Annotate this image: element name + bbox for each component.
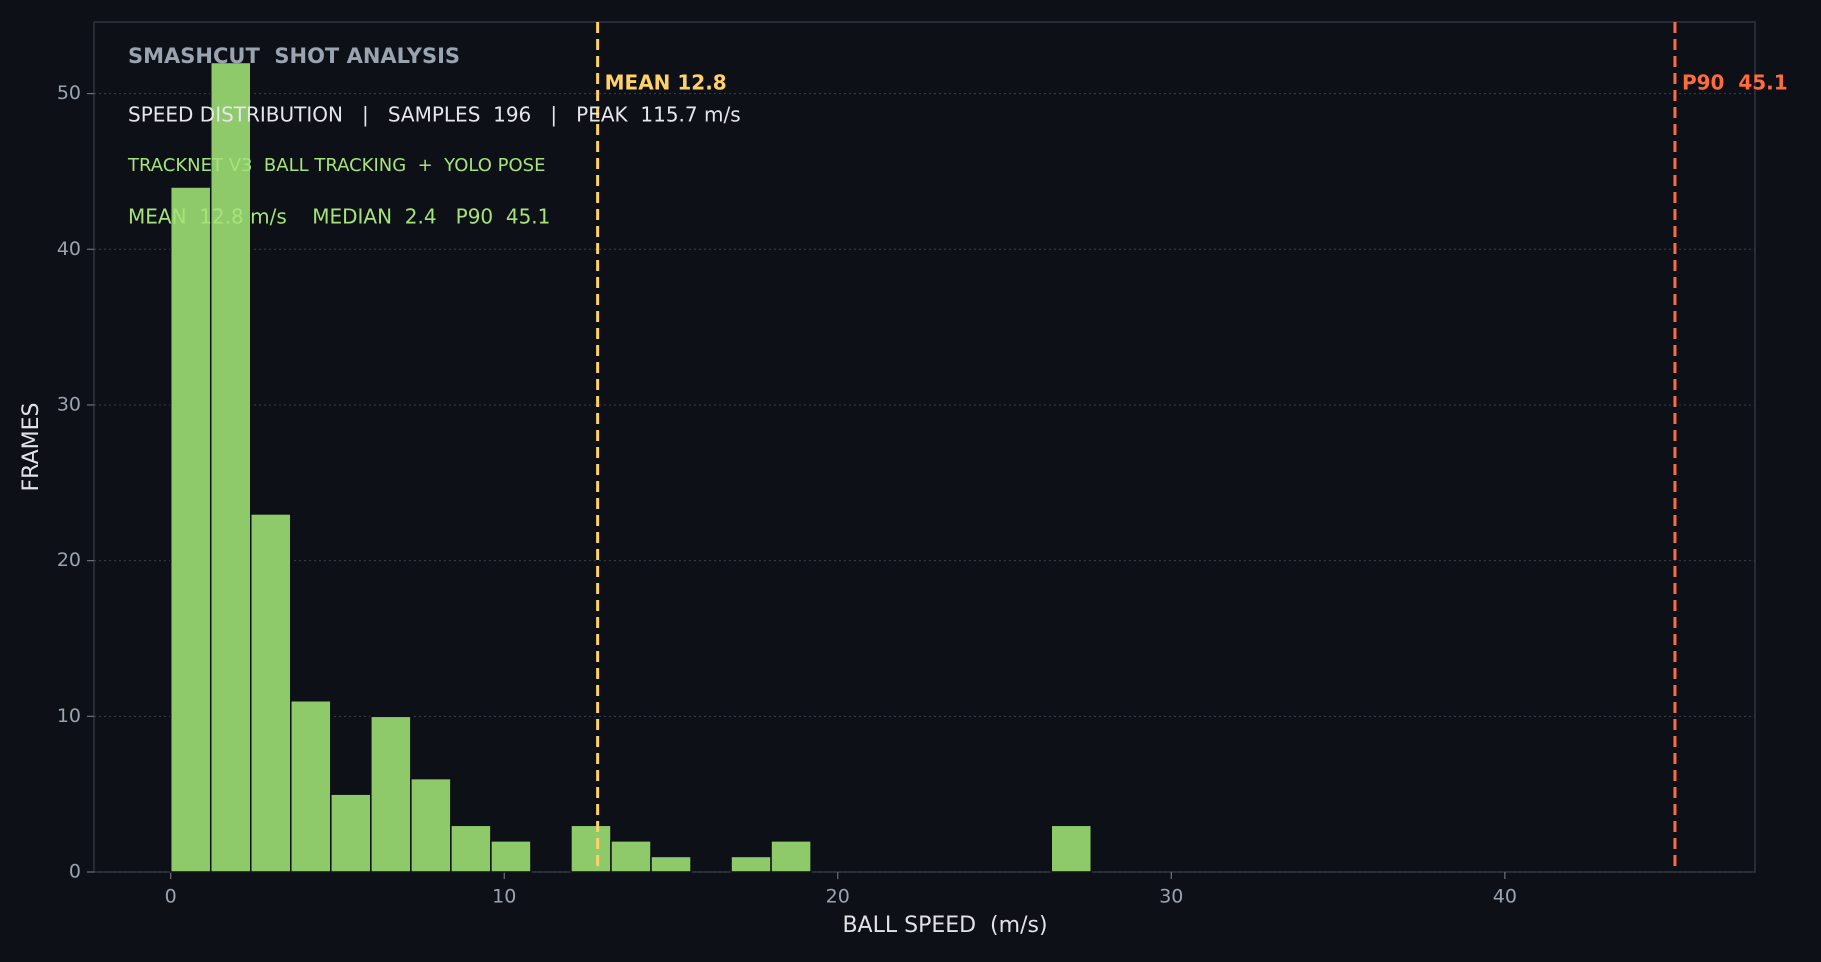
- bar: [770, 840, 812, 873]
- bar: [370, 715, 412, 873]
- bar: [169, 186, 212, 873]
- y-tick-label: 30: [57, 393, 81, 415]
- subtitle: SPEED DISTRIBUTION | SAMPLES 196 | PEAK …: [128, 103, 741, 127]
- x-axis-label: BALL SPEED (m/s): [842, 913, 1047, 938]
- bar: [410, 777, 452, 873]
- bar: [730, 855, 772, 873]
- y-tick-label: 0: [69, 861, 81, 883]
- x-tick-label: 40: [1493, 886, 1517, 908]
- y-tick-label: 20: [57, 549, 81, 571]
- bar: [650, 855, 692, 873]
- x-tick-label: 0: [165, 886, 177, 908]
- y-axis-label: FRAMES: [19, 403, 44, 492]
- x-tick-label: 20: [826, 886, 850, 908]
- plot-area: [93, 21, 1756, 873]
- bar: [209, 61, 252, 873]
- bar: [250, 513, 292, 873]
- annotation: TRACKNET V3 BALL TRACKING + YOLO POSE: [127, 155, 545, 176]
- x-tick-label: 30: [1159, 886, 1183, 908]
- y-tick-label: 50: [57, 82, 81, 104]
- bar: [450, 824, 492, 873]
- chart-title: SMASHCUT SHOT ANALYSIS: [128, 44, 460, 68]
- bar: [330, 793, 372, 873]
- bar: [570, 824, 612, 873]
- bar: [610, 840, 652, 873]
- plot: 0 10 20 30 40 50 0 10 20 30 40 MEAN 12.8 P90 45.1: [57, 22, 1788, 908]
- reference-label: P90 45.1: [1682, 71, 1788, 95]
- bar: [1050, 824, 1093, 873]
- bar: [290, 700, 332, 873]
- x-tick-label: 10: [492, 886, 516, 908]
- bar: [490, 840, 532, 873]
- reference-label: MEAN 12.8: [605, 71, 727, 95]
- annotation: MEAN 12.8 m/s MEDIAN 2.4 P90 45.1: [128, 205, 550, 229]
- y-tick-label: 10: [57, 705, 81, 727]
- y-tick-label: 40: [57, 238, 81, 260]
